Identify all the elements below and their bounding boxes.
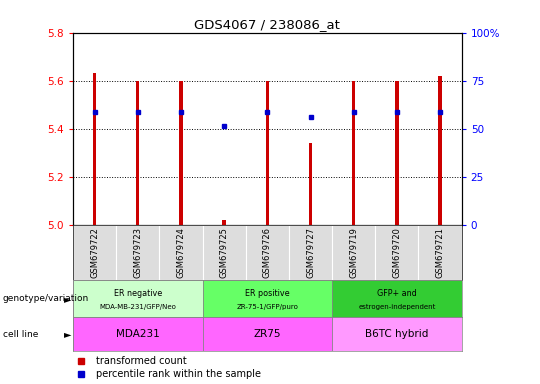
Text: GSM679726: GSM679726 (263, 227, 272, 278)
Text: GSM679720: GSM679720 (393, 227, 401, 278)
Bar (159, 225, 202, 280)
Title: GDS4067 / 238086_at: GDS4067 / 238086_at (194, 18, 340, 31)
Bar (418, 225, 462, 280)
Text: ZR75: ZR75 (254, 329, 281, 339)
Bar (136, 81, 139, 225)
Text: GSM679721: GSM679721 (436, 227, 444, 278)
Text: GSM679722: GSM679722 (90, 227, 99, 278)
Text: GFP+ and: GFP+ and (377, 289, 417, 298)
Bar (309, 143, 312, 225)
Text: cell line: cell line (3, 329, 38, 339)
Bar (332, 317, 462, 351)
Bar (289, 225, 332, 280)
Bar (93, 73, 96, 225)
Bar (202, 317, 332, 351)
Bar (438, 76, 442, 225)
Bar (202, 280, 332, 317)
Text: GSM679719: GSM679719 (349, 227, 358, 278)
Bar (332, 225, 375, 280)
Text: GSM679727: GSM679727 (306, 227, 315, 278)
Text: B6TC hybrid: B6TC hybrid (365, 329, 429, 339)
Text: MDA-MB-231/GFP/Neo: MDA-MB-231/GFP/Neo (99, 304, 176, 310)
Text: percentile rank within the sample: percentile rank within the sample (96, 369, 261, 379)
Bar (222, 220, 226, 225)
Bar (266, 81, 269, 225)
Text: GSM679723: GSM679723 (133, 227, 142, 278)
Bar (352, 81, 355, 225)
Bar (375, 225, 418, 280)
Text: ►: ► (64, 329, 71, 339)
Bar (332, 280, 462, 317)
Bar (202, 225, 246, 280)
Bar (73, 225, 116, 280)
Bar (395, 81, 399, 225)
Bar (73, 280, 202, 317)
Text: genotype/variation: genotype/variation (3, 294, 89, 303)
Bar (246, 225, 289, 280)
Text: ER positive: ER positive (245, 289, 289, 298)
Text: GSM679725: GSM679725 (220, 227, 228, 278)
Text: ER negative: ER negative (113, 289, 162, 298)
Bar (73, 317, 202, 351)
Bar (116, 225, 159, 280)
Text: GSM679724: GSM679724 (177, 227, 185, 278)
Text: transformed count: transformed count (96, 356, 187, 366)
Text: ►: ► (64, 294, 71, 304)
Text: ZR-75-1/GFP/puro: ZR-75-1/GFP/puro (237, 304, 298, 310)
Text: MDA231: MDA231 (116, 329, 160, 339)
Bar (179, 81, 183, 225)
Text: estrogen-independent: estrogen-independent (358, 304, 436, 310)
